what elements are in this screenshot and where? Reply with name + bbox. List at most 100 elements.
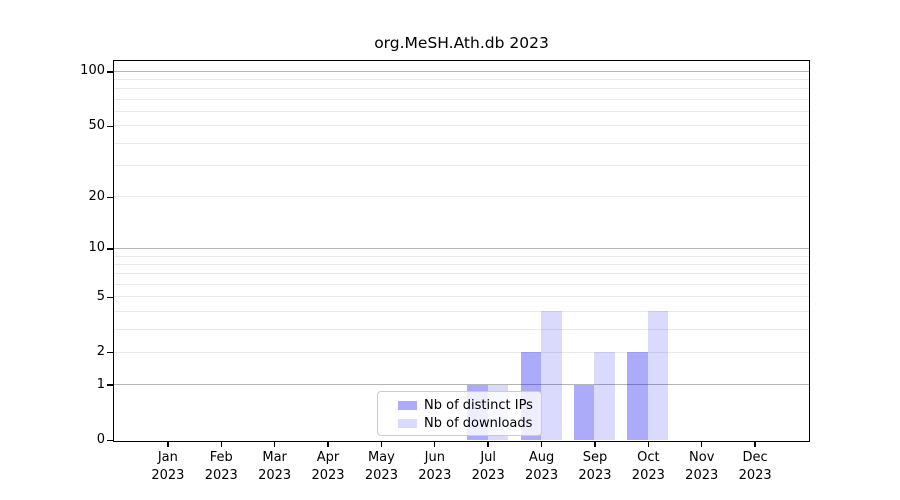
- x-tick-label: Jan 2023: [136, 449, 200, 485]
- x-tick-year: 2023: [151, 468, 185, 483]
- y-gridline-minor: [114, 328, 809, 330]
- x-tick-month: Aug: [528, 450, 555, 465]
- y-gridline-minor: [114, 88, 809, 90]
- x-tick-label: Aug 2023: [510, 449, 574, 485]
- y-tick: [107, 248, 113, 250]
- x-tick-month: Oct: [637, 450, 660, 465]
- x-tick-year: 2023: [471, 468, 505, 483]
- y-tick-label: 1: [96, 376, 105, 392]
- y-tick-label: 2: [96, 344, 105, 360]
- legend-swatch-downloads: [398, 418, 417, 428]
- x-tick: [594, 442, 596, 447]
- bar-downloads: [647, 311, 669, 440]
- x-tick-label: Feb 2023: [189, 449, 253, 485]
- x-tick-month: Apr: [316, 450, 340, 465]
- y-tick: [107, 196, 113, 198]
- legend-item-downloads: Nb of downloads: [398, 414, 541, 432]
- bar-distinct-ips: [573, 384, 595, 440]
- x-tick: [647, 442, 650, 447]
- x-tick: [327, 442, 329, 447]
- x-tick: [273, 442, 276, 447]
- x-tick-label: May 2023: [349, 449, 413, 485]
- y-gridline-minor: [114, 284, 809, 286]
- x-tick-label: Mar 2023: [243, 449, 307, 485]
- bar-downloads: [541, 311, 562, 440]
- y-gridline-minor: [114, 263, 809, 265]
- x-tick: [434, 442, 436, 447]
- y-tick-label: 0: [96, 432, 105, 447]
- x-tick-year: 2023: [204, 468, 238, 483]
- y-gridline-minor: [114, 196, 809, 198]
- chart-title: org.MeSH.Ath.db 2023: [374, 34, 549, 52]
- x-tick: [754, 442, 756, 447]
- x-tick-year: 2023: [418, 468, 452, 483]
- y-tick: [107, 296, 113, 299]
- y-tick-label: 20: [88, 188, 105, 204]
- legend-swatch-distinct-ips: [398, 400, 417, 410]
- y-gridline-minor: [114, 125, 809, 127]
- x-tick-month: Dec: [742, 450, 768, 465]
- x-tick: [701, 442, 703, 447]
- x-tick-year: 2023: [738, 468, 772, 483]
- x-tick: [487, 442, 489, 447]
- x-tick-year: 2023: [578, 468, 612, 483]
- bars-layer: [114, 61, 809, 441]
- x-tick-month: Jun: [424, 450, 445, 465]
- x-tick-month: Sep: [582, 450, 608, 465]
- x-tick-year: 2023: [364, 468, 398, 483]
- x-tick-year: 2023: [525, 468, 559, 483]
- y-tick: [107, 125, 113, 128]
- x-tick-label: Oct 2023: [616, 449, 680, 485]
- legend-item-distinct-ips: Nb of distinct IPs: [398, 396, 541, 414]
- bar-distinct-ips: [627, 352, 648, 440]
- y-tick-label: 50: [88, 117, 105, 133]
- x-tick-label: Jul 2023: [456, 449, 520, 485]
- y-tick: [107, 71, 113, 73]
- legend-label-distinct-ips: Nb of distinct IPs: [424, 397, 533, 413]
- y-gridline-minor: [114, 165, 809, 167]
- x-tick-label: Apr 2023: [296, 449, 360, 485]
- y-tick: [107, 384, 113, 386]
- y-gridline-minor: [114, 142, 809, 144]
- x-tick-month: Nov: [689, 450, 715, 465]
- y-gridline-major: [114, 247, 809, 249]
- y-tick-label: 100: [80, 63, 105, 79]
- x-tick-year: 2023: [311, 468, 345, 483]
- y-gridline-minor: [114, 255, 809, 257]
- x-tick-year: 2023: [685, 468, 719, 483]
- y-tick-label: 5: [96, 288, 105, 304]
- x-tick: [220, 442, 222, 447]
- y-gridline-minor: [114, 351, 809, 353]
- y-gridline-minor: [114, 99, 809, 101]
- legend-label-downloads: Nb of downloads: [424, 415, 533, 431]
- y-gridline-major: [114, 70, 809, 72]
- bar-downloads: [594, 352, 615, 440]
- legend: Nb of distinct IPs Nb of downloads: [377, 391, 542, 436]
- x-tick-label: Dec 2023: [723, 449, 787, 485]
- x-tick-month: May: [367, 450, 395, 465]
- x-tick-label: Nov 2023: [670, 449, 734, 485]
- x-tick-month: Jul: [480, 450, 497, 465]
- x-tick-label: Sep 2023: [563, 449, 627, 485]
- y-tick-label: 10: [88, 240, 105, 256]
- y-tick: [107, 439, 113, 442]
- x-tick-month: Jan: [157, 450, 178, 465]
- y-gridline-minor: [114, 111, 809, 113]
- y-gridline-minor: [114, 79, 809, 81]
- y-tick: [107, 352, 113, 354]
- x-tick-month: Feb: [209, 450, 233, 465]
- x-tick: [167, 442, 169, 447]
- y-gridline-major: [114, 384, 809, 386]
- x-tick-label: Jun 2023: [403, 449, 467, 485]
- y-gridline-minor: [114, 296, 809, 298]
- x-tick: [540, 442, 543, 447]
- grid-layer: [114, 61, 809, 441]
- plot-area: Nb of distinct IPs Nb of downloads: [113, 60, 810, 442]
- y-gridline-minor: [114, 310, 809, 312]
- x-tick: [380, 442, 383, 447]
- x-tick-year: 2023: [631, 468, 665, 483]
- x-tick-year: 2023: [258, 468, 292, 483]
- y-gridline-minor: [114, 273, 809, 275]
- x-tick-month: Mar: [262, 450, 287, 465]
